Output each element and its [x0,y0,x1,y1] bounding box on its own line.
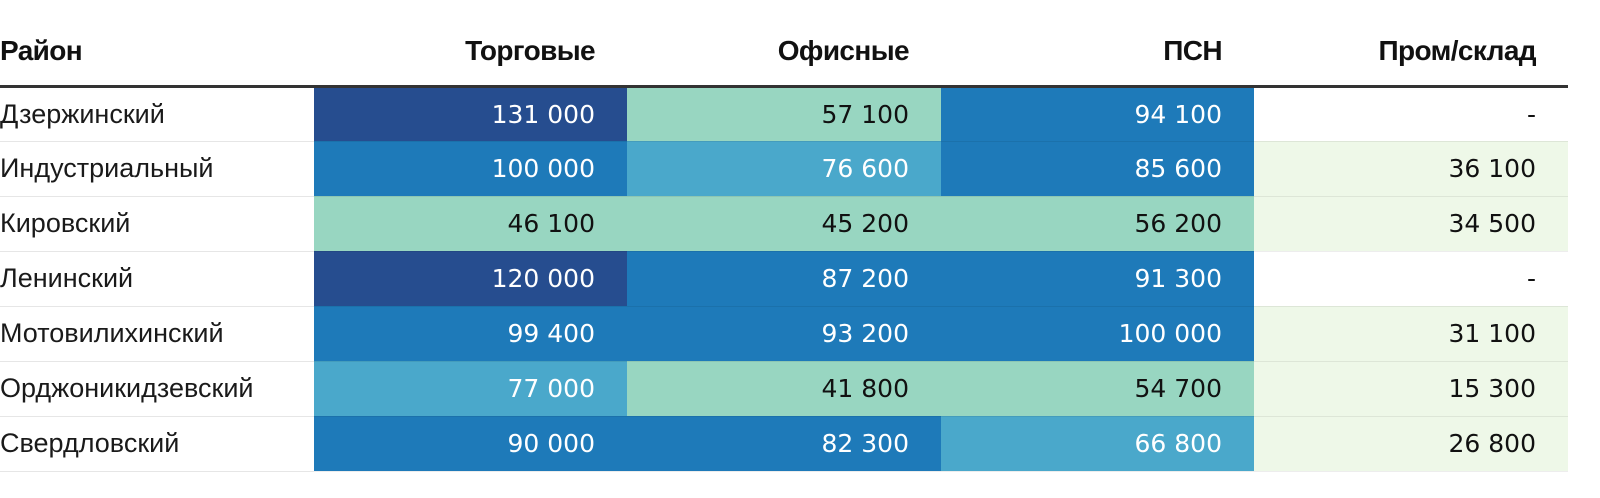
district-name: Мотовилихинский [0,306,314,362]
heat-cell-industrial: 31 100 [1254,306,1568,362]
heat-cell-industrial: - [1254,86,1568,142]
heat-cell-office: 45 200 [627,196,941,252]
heat-cell-retail: 90 000 [314,416,627,472]
district-name: Орджоникидзевский [0,361,314,417]
table-row: Кировский 46 100 45 200 56 200 34 500 [0,196,1568,252]
heat-cell-industrial: 15 300 [1254,361,1568,417]
heat-cell-retail: 120 000 [314,251,627,307]
heat-cell-office: 93 200 [627,306,941,362]
district-name: Кировский [0,196,314,252]
heat-cell-psn: 56 200 [941,196,1254,252]
heat-cell-retail: 99 400 [314,306,627,362]
heat-cell-industrial: - [1254,251,1568,307]
heat-cell-retail: 46 100 [314,196,627,252]
heat-cell-industrial: 26 800 [1254,416,1568,472]
column-header-office: Офисные [627,0,941,88]
table-body: Дзержинский 131 000 57 100 94 100- Индустриа… [0,86,1568,472]
table-row: Мотовилихинский 99 400 93 200 100 000 31 100 [0,306,1568,362]
price-heatmap-table: Район Торговые Офисные ПСН Пром/склад Дз… [0,0,1568,472]
column-header-retail: Торговые [314,0,627,88]
heat-cell-retail: 131 000 [314,86,627,142]
heat-cell-office: 87 200 [627,251,941,307]
table-row: Ленинский 120 000 87 200 91 300- [0,251,1568,307]
header-row: Район Торговые Офисные ПСН Пром/склад [0,0,1568,88]
district-name: Индустриальный [0,141,314,197]
heat-cell-office: 82 300 [627,416,941,472]
heat-cell-retail: 77 000 [314,361,627,417]
column-header-industrial: Пром/склад [1254,0,1568,88]
heat-cell-psn: 85 600 [941,141,1254,197]
heat-cell-retail: 100 000 [314,141,627,197]
table-row: Орджоникидзевский 77 000 41 800 54 700 15 30… [0,361,1568,417]
heat-cell-office: 57 100 [627,86,941,142]
column-header-psn: ПСН [941,0,1254,88]
column-header-district: Район [0,0,314,88]
heat-cell-industrial: 34 500 [1254,196,1568,252]
heat-cell-psn: 54 700 [941,361,1254,417]
heat-cell-industrial: 36 100 [1254,141,1568,197]
heat-cell-office: 41 800 [627,361,941,417]
district-name: Ленинский [0,251,314,307]
district-name: Свердловский [0,416,314,472]
table-row: Дзержинский 131 000 57 100 94 100- [0,86,1568,142]
heat-cell-office: 76 600 [627,141,941,197]
heat-cell-psn: 94 100 [941,86,1254,142]
heat-cell-psn: 66 800 [941,416,1254,472]
heat-cell-psn: 100 000 [941,306,1254,362]
table-row: Индустриальный 100 000 76 600 85 600 36 100 [0,141,1568,197]
table-row: Свердловский 90 000 82 300 66 800 26 800 [0,416,1568,472]
heat-cell-psn: 91 300 [941,251,1254,307]
district-name: Дзержинский [0,86,314,142]
